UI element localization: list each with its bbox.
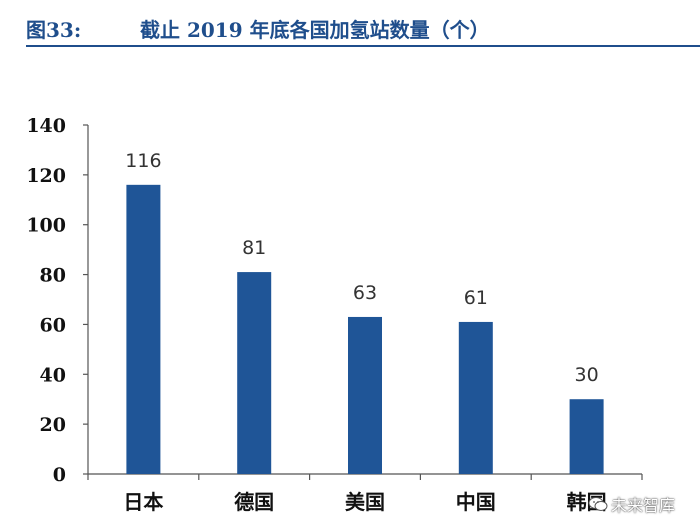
y-tick-label: 100 [26,215,66,237]
bar-4 [569,399,604,474]
header-divider [26,45,700,47]
data-label-0: 116 [125,150,161,172]
y-tick-label: 60 [40,314,66,336]
y-tick-label: 140 [26,115,66,137]
y-tick-label: 0 [53,464,66,486]
x-axis: 日本 德国 美国 中国 韩国 [87,473,643,514]
wechat-icon [588,496,608,512]
watermark-text: 未来智库 [611,496,676,515]
x-tick-label-2: 美国 [345,490,385,514]
y-tick-label: 40 [40,364,66,386]
y-axis: 0 20 40 60 80 100 120 140 [26,115,89,486]
bar-2 [348,316,382,474]
bar-0 [126,184,161,475]
data-label-2: 63 [353,282,377,304]
bars [126,184,604,475]
figure-header: 图33: 截止 2019 年底各国加氢站数量（个） [0,0,700,47]
data-label-4: 30 [575,364,599,386]
y-tick-label: 20 [40,414,66,436]
x-tick-label-3: 中国 [456,490,496,514]
figure-label: 图33: [26,18,82,42]
data-label-1: 81 [242,237,266,259]
x-tick-label-0: 日本 [123,490,163,514]
bar-3 [458,321,493,474]
y-tick-label: 120 [26,165,66,187]
x-tick-label-1: 德国 [234,490,274,514]
bar-1 [237,272,272,474]
y-tick-label: 80 [40,265,66,287]
watermark: 未来智库 [588,492,675,516]
data-label-3: 61 [464,287,488,309]
chart-title: 截止 2019 年底各国加氢站数量（个） [140,18,490,42]
data-labels: 116 81 63 61 30 [125,150,598,386]
